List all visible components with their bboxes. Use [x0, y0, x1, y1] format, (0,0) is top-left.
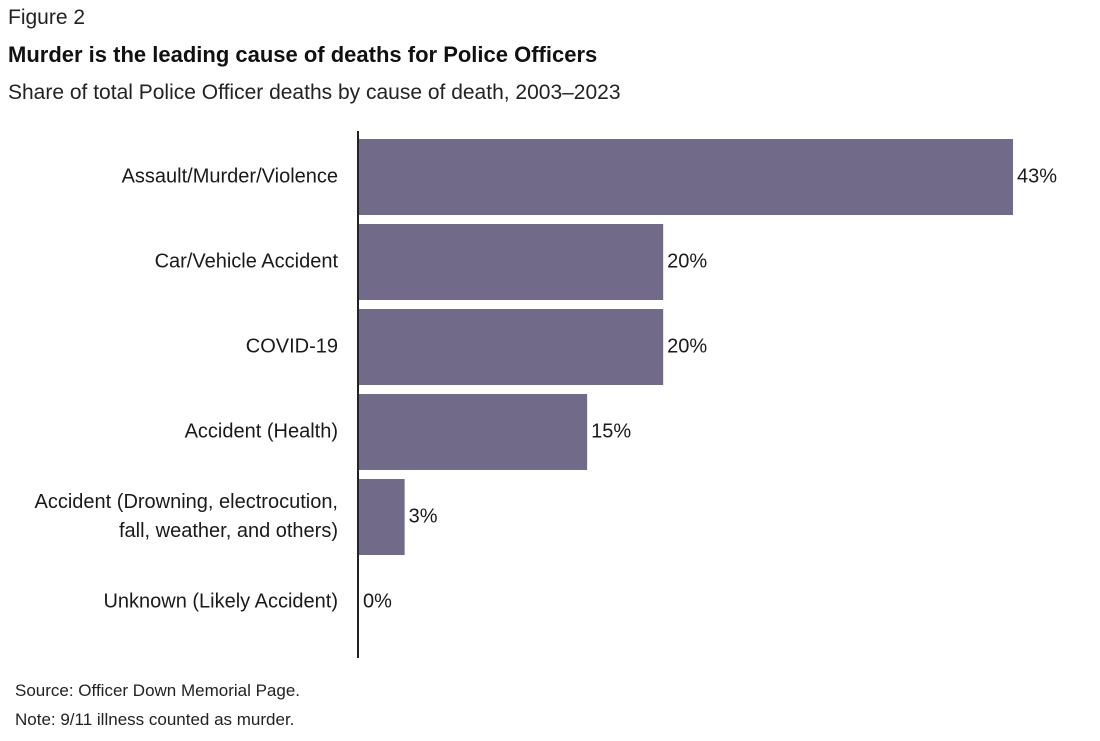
bar — [359, 479, 405, 555]
category-label: fall, weather, and others) — [119, 520, 338, 542]
bar — [359, 224, 664, 300]
chart-subtitle: Share of total Police Officer deaths by … — [8, 81, 621, 104]
footnote: Note: 9/11 illness counted as murder. — [15, 710, 295, 729]
category-label: COVID-19 — [246, 335, 338, 357]
category-label: Accident (Health) — [185, 420, 338, 442]
bar — [359, 394, 588, 470]
figure-label: Figure 2 — [8, 6, 86, 29]
value-label: 3% — [409, 505, 438, 527]
bar — [359, 139, 1013, 215]
value-label: 0% — [363, 590, 392, 612]
category-label: Assault/Murder/Violence — [122, 165, 338, 187]
value-label: 43% — [1017, 165, 1057, 187]
value-label: 15% — [591, 420, 631, 442]
value-label: 20% — [667, 250, 707, 272]
bar — [359, 309, 664, 385]
value-label: 20% — [667, 335, 707, 357]
category-label: Accident (Drowning, electrocution, — [35, 491, 338, 513]
category-label: Car/Vehicle Accident — [155, 250, 339, 272]
category-label: Unknown (Likely Accident) — [103, 590, 338, 612]
chart-title: Murder is the leading cause of deaths fo… — [8, 42, 598, 67]
source-note: Source: Officer Down Memorial Page. — [15, 681, 301, 700]
